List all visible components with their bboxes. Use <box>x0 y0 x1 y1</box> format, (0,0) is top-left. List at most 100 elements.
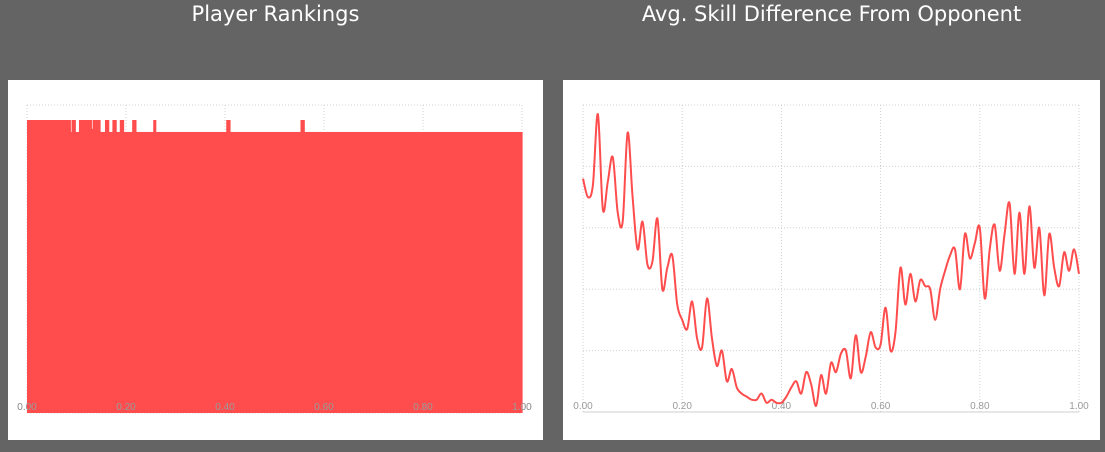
ranking-bar <box>215 131 217 414</box>
ranking-bar <box>504 131 507 414</box>
ranking-bar <box>244 131 247 414</box>
ranking-bar <box>491 131 493 414</box>
ranking-bar <box>200 131 203 414</box>
ranking-bar <box>67 120 70 413</box>
ranking-bar <box>175 131 178 414</box>
ranking-bar <box>492 131 495 414</box>
ranking-bar <box>295 131 298 414</box>
ranking-bar <box>168 131 170 414</box>
ranking-bar <box>139 131 142 414</box>
ranking-bar <box>83 120 86 413</box>
ranking-bar <box>106 120 109 413</box>
ranking-bar <box>310 131 313 414</box>
ranking-bar <box>54 120 57 413</box>
ranking-bar <box>206 131 209 414</box>
ranking-bar <box>430 131 433 414</box>
ranking-bar <box>246 131 248 414</box>
ranking-bar <box>458 131 461 414</box>
ranking-bar <box>78 120 81 413</box>
ranking-bar <box>138 131 141 414</box>
ranking-bar <box>442 131 445 414</box>
ranking-bar <box>229 131 232 414</box>
ranking-bar <box>400 131 403 414</box>
ranking-bar <box>358 131 361 414</box>
ranking-bar <box>103 131 106 414</box>
ranking-bar <box>414 131 417 414</box>
ranking-bar <box>497 131 500 414</box>
ranking-bar <box>320 131 323 414</box>
ranking-bar <box>371 131 373 414</box>
ranking-bar <box>222 131 225 414</box>
ranking-bar <box>311 131 314 414</box>
ranking-bar <box>147 131 149 414</box>
ranking-bar <box>392 131 394 414</box>
ranking-bar <box>474 131 477 414</box>
ranking-bar <box>97 120 100 413</box>
ranking-bar <box>493 131 496 414</box>
ranking-bar <box>281 131 284 414</box>
ranking-bar <box>57 120 60 413</box>
ranking-bar <box>104 120 107 413</box>
ranking-bar <box>347 131 350 414</box>
ranking-bar <box>450 131 453 414</box>
ranking-bar <box>515 131 518 414</box>
ranking-bar <box>216 131 219 414</box>
ranking-bar <box>461 131 464 414</box>
ranking-bar <box>158 131 161 414</box>
ranking-bar <box>453 131 456 414</box>
ranking-bar <box>98 120 101 413</box>
ranking-bar <box>258 131 261 414</box>
ranking-bar <box>33 120 36 413</box>
ranking-bar <box>343 131 346 414</box>
ranking-bar <box>155 131 158 414</box>
ranking-bar <box>357 131 360 414</box>
x-tick-label: 0.40 <box>772 401 792 412</box>
ranking-bar <box>153 120 156 413</box>
ranking-bar <box>39 120 42 413</box>
ranking-bar <box>52 120 55 413</box>
ranking-bar <box>227 120 230 413</box>
ranking-bar <box>61 120 64 413</box>
ranking-bar <box>512 131 514 414</box>
ranking-bar <box>71 120 74 413</box>
ranking-bar <box>394 131 397 414</box>
ranking-bar <box>179 131 182 414</box>
ranking-bar <box>304 131 307 414</box>
ranking-bar <box>109 131 112 414</box>
ranking-bar <box>150 131 153 414</box>
ranking-bar <box>225 131 227 414</box>
ranking-bar <box>170 131 173 414</box>
ranking-bar <box>149 131 152 414</box>
ranking-bar <box>481 131 483 414</box>
ranking-bar <box>231 131 234 414</box>
ranking-bar <box>290 131 293 414</box>
ranking-bar <box>234 131 237 414</box>
ranking-bar <box>421 131 424 414</box>
ranking-bar <box>499 131 502 414</box>
ranking-bar <box>238 131 241 414</box>
ranking-bar <box>411 131 414 414</box>
ranking-bar <box>288 131 290 414</box>
ranking-bar <box>437 131 440 414</box>
ranking-bar <box>252 131 255 414</box>
ranking-bar <box>482 131 485 414</box>
ranking-bar <box>331 131 334 414</box>
ranking-bar <box>465 131 467 414</box>
ranking-bar <box>151 131 154 414</box>
ranking-bar <box>36 120 39 413</box>
ranking-bar <box>368 131 371 414</box>
ranking-bar <box>201 131 204 414</box>
skill-difference-panel: 0.00 0.20 0.40 0.60 0.80 1.00 <box>563 80 1100 440</box>
ranking-bar <box>169 131 172 414</box>
skill-difference-title: Avg. Skill Difference From Opponent <box>641 2 1022 26</box>
ranking-bar <box>436 131 439 414</box>
ranking-bar <box>228 120 231 413</box>
ranking-bar <box>361 131 363 414</box>
ranking-bar <box>210 131 212 414</box>
ranking-bar <box>441 131 444 414</box>
ranking-bar <box>118 131 121 414</box>
ranking-bar <box>345 131 347 414</box>
ranking-bar <box>108 131 111 414</box>
ranking-bar <box>390 131 393 414</box>
ranking-bar <box>270 131 273 414</box>
